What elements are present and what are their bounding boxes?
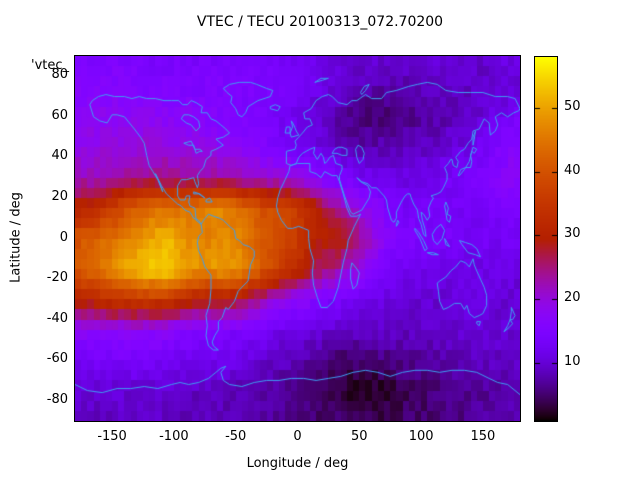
colorbar-tick-label: 50	[564, 98, 581, 114]
x-tick-label: 100	[408, 429, 434, 444]
chart-title: VTEC / TECU 20100313_072.70200	[196, 14, 444, 30]
y-tick-label: -60	[46, 351, 68, 367]
colorbar-tick-label: 30	[564, 226, 581, 242]
x-tick-label: -150	[97, 429, 127, 444]
colorbar-canvas	[534, 56, 558, 422]
y-tick-label: 40	[51, 148, 68, 164]
vtec-overlay-label: 'vtec_	[31, 58, 70, 73]
x-tick-label: 0	[293, 429, 302, 444]
y-tick-label: 60	[51, 107, 68, 123]
x-tick-label: -50	[225, 429, 247, 444]
x-tick-label: -100	[159, 429, 189, 444]
x-tick-label: 150	[470, 429, 496, 444]
x-axis-label: Longitude / deg	[246, 456, 349, 471]
vtec-heatmap-canvas	[74, 55, 521, 422]
colorbar-tick-label: 40	[564, 162, 581, 178]
y-tick-label: 0	[59, 229, 68, 245]
y-tick-label: 80	[51, 67, 68, 83]
y-tick-label: -20	[46, 270, 68, 286]
y-axis-label: Latitude / deg	[8, 192, 24, 283]
x-tick-label: 50	[351, 429, 368, 444]
colorbar-tick-label: 20	[564, 290, 581, 305]
y-tick-label: -80	[46, 391, 68, 407]
y-tick-label: 20	[51, 188, 68, 204]
colorbar-tick-label: 10	[564, 353, 581, 369]
y-tick-label: -40	[46, 310, 68, 326]
